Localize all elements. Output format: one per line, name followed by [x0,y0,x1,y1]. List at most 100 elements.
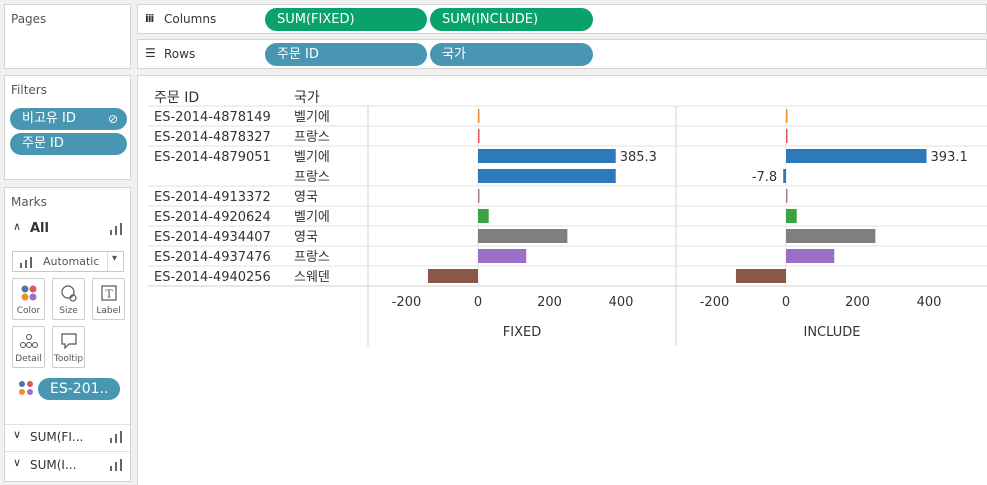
color-dots-icon [19,381,33,395]
country-cell: 프랑스 [294,170,330,185]
country-cell: 영국 [294,190,318,205]
bar-chart: 주문 ID 국가 ES-2014-4878149 벨기에 ES-2014-48783… [148,90,987,346]
axis-tick-label: 0 [474,295,482,310]
filters-shelf[interactable]: Filters 비고유 ID ⊘ 주문 ID [4,75,131,180]
bar-include [735,269,786,283]
axis-tick-label: -200 [700,295,730,310]
bar-chart-icon [110,459,122,471]
filter-pill-distinct-id-label: 비고유 ID [22,111,76,126]
columns-shelf[interactable]: iii Columns SUM(FIXED) SUM(INCLUDE) [137,4,987,34]
filter-pill-order-id[interactable]: 주문 ID [10,133,127,155]
bar-include [783,169,786,183]
order-id-cell: ES-2014-4937476 [154,250,271,265]
tooltip-bubble-icon [60,333,77,350]
data-label: 393.1 [931,150,968,165]
marks-card-include-label: SUM(I... [30,458,77,472]
bar-include [786,189,788,203]
color-button[interactable]: Color [12,278,45,320]
data-label: -7.8 [752,170,777,185]
rows-pill-order-id[interactable]: 주문 ID [265,43,427,66]
bar-fixed [478,229,568,243]
rows-shelf[interactable]: ☰ Rows 주문 ID 국가 [137,39,987,69]
color-button-label: Color [16,306,41,316]
detail-button[interactable]: Detail [12,326,45,368]
color-dots-icon [21,285,36,301]
bar-include [786,209,797,223]
bar-chart-icon [20,257,32,268]
filter-pill-distinct-id[interactable]: 비고유 ID ⊘ [10,108,127,130]
mark-type-value: Automatic [43,255,100,268]
bar-fixed [478,109,480,123]
marks-card-fixed[interactable]: ∨ SUM(FI... [5,426,130,448]
marks-card-include[interactable]: ∨ SUM(I... [5,454,130,476]
bar-chart-icon [110,223,122,235]
header-country: 국가 [294,90,320,106]
header-order-id: 주문 ID [154,90,199,106]
country-cell: 벨기에 [294,150,330,165]
svg-text:T: T [105,288,113,301]
axis-title: INCLUDE [804,325,861,340]
marks-all-label: All [30,221,49,236]
axis-tick-label: -200 [392,295,422,310]
label-button[interactable]: T Label [92,278,125,320]
marks-title: Marks [11,195,47,209]
marks-card-fixed-label: SUM(FI... [30,430,84,444]
bar-fixed [478,209,489,223]
axis-title: FIXED [503,325,541,340]
country-cell: 벨기에 [294,110,330,125]
chevron-down-icon: ▾ [112,253,118,264]
detail-dots-icon [19,334,38,348]
bar-fixed [478,189,480,203]
marks-card-divider [5,451,130,452]
bar-include [786,229,876,243]
text-label-icon: T [100,285,117,301]
bar-include [786,129,788,143]
tooltip-button[interactable]: Tooltip [52,326,85,368]
order-id-cell: ES-2014-4934407 [154,230,271,245]
marks-card-divider [5,424,130,425]
bar-include [786,249,835,263]
rows-label: Rows [164,47,196,61]
country-cell: 스웨덴 [294,270,330,285]
columns-pill-fixed[interactable]: SUM(FIXED) [265,8,427,31]
tooltip-button-label: Tooltip [53,354,84,364]
bar-fixed [478,169,616,183]
order-id-cell: ES-2014-4920624 [154,210,271,225]
pages-title: Pages [11,12,47,26]
country-cell: 영국 [294,230,318,245]
bar-include [786,149,927,163]
axis-tick-label: 200 [537,295,562,310]
bar-fixed [478,149,616,163]
columns-pill-include[interactable]: SUM(INCLUDE) [430,8,593,31]
columns-icon: iii [145,12,154,25]
bar-fixed [478,249,527,263]
bar-chart-icon [110,431,122,443]
detail-button-label: Detail [15,354,42,364]
chevron-down-icon: ∨ [13,428,22,441]
order-id-cell: ES-2014-4878327 [154,130,271,145]
chevron-down-icon: ∨ [13,456,22,469]
color-field-pill[interactable]: ES-201.. [38,378,120,400]
label-button-label: Label [96,306,121,316]
viz-canvas: 주문 ID 국가 ES-2014-4878149 벨기에 ES-2014-48783… [137,75,987,485]
size-button-label: Size [59,306,78,316]
size-button[interactable]: Size [52,278,85,320]
bar-fixed [478,129,480,143]
mark-type-select[interactable]: Automatic ▾ [12,251,124,272]
axis-tick-label: 400 [917,295,942,310]
dropdown-divider [107,252,108,271]
order-id-cell: ES-2014-4940256 [154,270,271,285]
data-label: 385.3 [620,150,657,165]
size-icon [60,285,77,302]
axis-tick-label: 200 [845,295,870,310]
order-id-cell: ES-2014-4913372 [154,190,271,205]
marks-card: Marks ∧ All Automatic ▾ Color Size T La [4,187,131,482]
axis-tick-label: 0 [782,295,790,310]
bar-fixed [427,269,478,283]
pages-shelf[interactable]: Pages [4,4,131,69]
marks-all-row[interactable]: ∧ All [5,219,130,241]
chevron-up-icon: ∧ [13,220,22,233]
bar-include [786,109,788,123]
rows-pill-country[interactable]: 국가 [430,43,593,66]
rows-icon: ☰ [145,46,156,60]
